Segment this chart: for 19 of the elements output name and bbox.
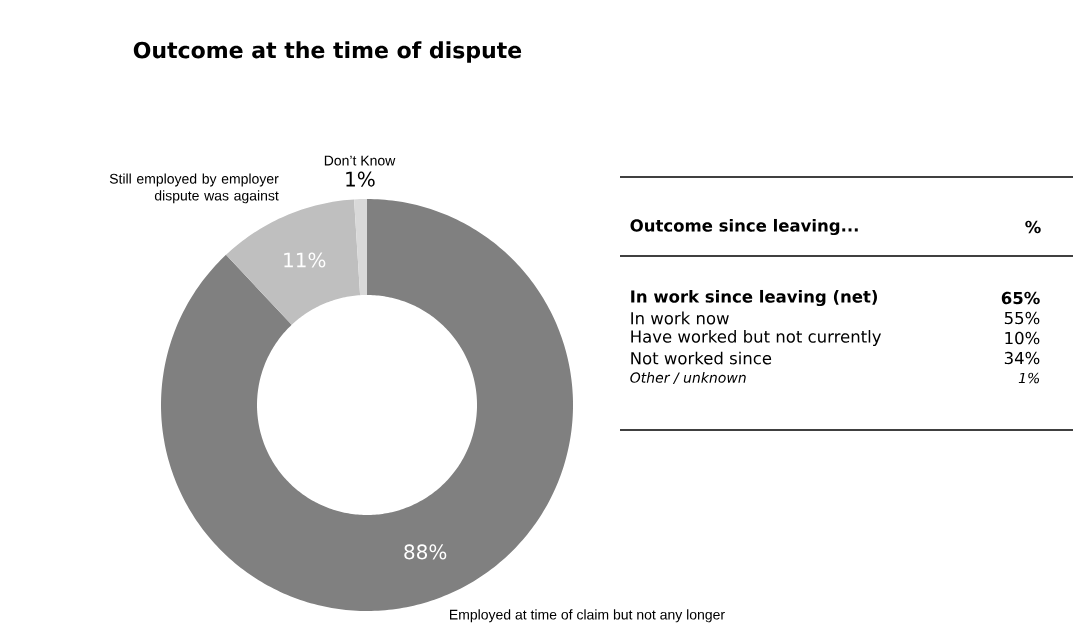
- data-label: 88%: [404, 544, 447, 560]
- slice-label: Employed at time of claim but not any longer: [450, 609, 725, 623]
- text: %: [1025, 220, 1041, 234]
- slice-label: Still employed by employer dispute was against: [109, 173, 279, 204]
- category-label: Not worked since: [631, 351, 772, 365]
- data-label: 34%: [1004, 351, 1040, 365]
- category-label: In work since leaving (net): [631, 290, 878, 307]
- text: Outcome since leaving...: [630, 219, 858, 236]
- data-label: 55%: [1004, 311, 1040, 325]
- data-label: 1%: [346, 171, 375, 187]
- category-label: Have worked but not currently: [631, 330, 882, 347]
- data-label: 10%: [1005, 331, 1040, 345]
- category-label: In work now: [631, 311, 729, 325]
- data-label: 1%: [1018, 372, 1040, 384]
- category-label: Other / unknown: [630, 372, 746, 385]
- slice-label: Don’t Know: [324, 155, 396, 166]
- chart-title: Outcome at the time of dispute: [133, 41, 522, 63]
- data-label: 65%: [1001, 291, 1040, 305]
- data-label: 11%: [284, 252, 326, 268]
